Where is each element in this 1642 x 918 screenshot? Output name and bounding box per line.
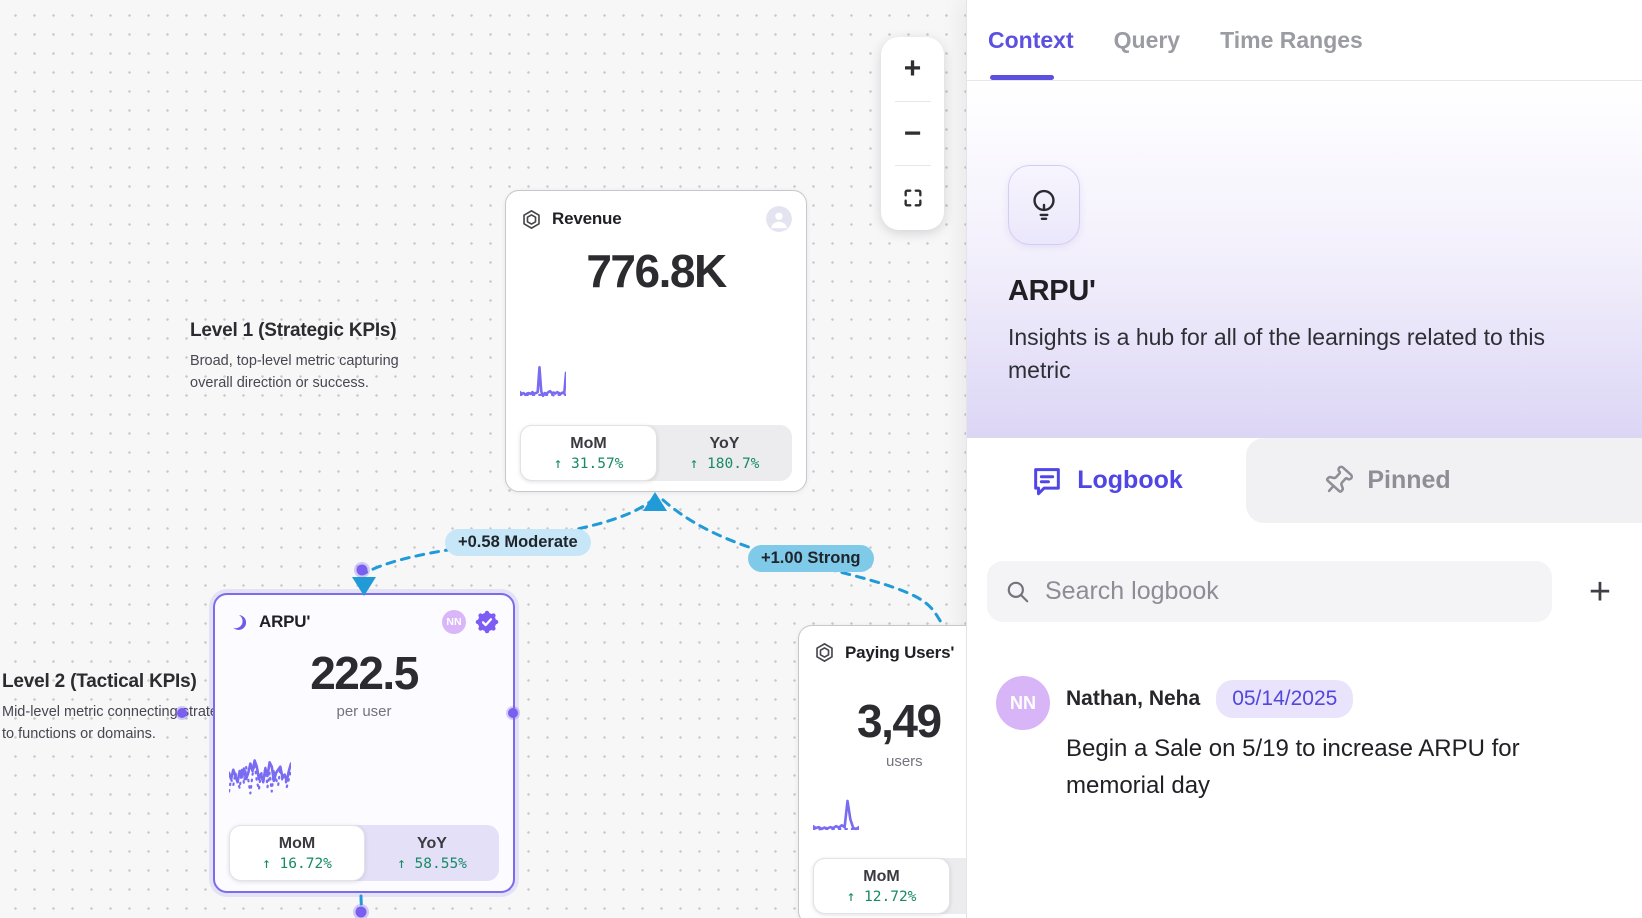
search-logbook-field[interactable]: [987, 561, 1552, 622]
metric-card-arpu[interactable]: ARPU' NN 222.5 per user MoM ↑ 16.72%: [213, 593, 515, 893]
revenue-value: 776.8K: [586, 245, 727, 297]
metric-card-revenue[interactable]: Revenue 776.8K MoM ↑ 31.57% YoY ↑ 180.7%: [505, 190, 807, 492]
mom-label: MoM: [278, 834, 316, 852]
revenue-footer-toggle: MoM ↑ 31.57% YoY ↑ 180.7%: [520, 425, 792, 481]
annotation-level2-description: Mid-level metric connecting strategy to …: [2, 704, 234, 742]
arrowhead-into-revenue: [643, 492, 667, 511]
paying-users-card-header: Paying Users': [799, 626, 966, 664]
arpu-footer-toggle: MoM ↑ 16.72% YoY ↑ 58.55%: [229, 825, 499, 881]
tab-context-label: Context: [988, 26, 1074, 53]
mom-value: ↑ 12.72%: [846, 888, 917, 905]
entry-text: Begin a Sale on 5/19 to increase ARPU fo…: [1066, 735, 1520, 800]
correlation-label-strong[interactable]: +1.00 Strong: [748, 545, 874, 572]
revenue-yoy-toggle[interactable]: YoY ↑ 180.7%: [657, 425, 792, 481]
revenue-card-title: Revenue: [552, 209, 622, 228]
zoom-controls: + −: [881, 37, 944, 230]
search-logbook-input[interactable]: [1045, 577, 1534, 606]
mom-label: MoM: [863, 867, 900, 885]
subtab-logbook[interactable]: Logbook: [967, 438, 1246, 523]
tab-time-ranges-label: Time Ranges: [1220, 26, 1363, 53]
correlation-label-moderate[interactable]: +0.58 Moderate: [445, 529, 591, 556]
arpu-unit: per user: [336, 703, 392, 720]
revenue-card-header: Revenue: [506, 191, 806, 232]
arpu-card-header: ARPU' NN: [215, 595, 513, 634]
metric-name: ARPU': [1008, 275, 1096, 307]
paying-users-yoy-toggle[interactable]: [950, 858, 966, 914]
tab-query-label: Query: [1113, 26, 1181, 53]
paying-users-card-title: Paying Users': [845, 642, 955, 662]
entry-header: Nathan, Neha 05/14/2025: [1066, 680, 1544, 718]
annotation-level1-description: Broad, top-level metric capturing overal…: [190, 353, 399, 391]
metric-description: Insights is a hub for all of the learnin…: [1008, 324, 1545, 384]
panel-tabs: Context Query Time Ranges: [967, 0, 1642, 81]
arpu-card-title: ARPU': [259, 612, 311, 631]
tab-query[interactable]: Query: [1114, 0, 1180, 80]
arpu-value: 222.5: [310, 647, 419, 699]
annotation-level1: Level 1 (Strategic KPIs) Broad, top-leve…: [190, 320, 435, 395]
annotation-level2: Level 2 (Tactical KPIs) Mid-level metric…: [2, 671, 242, 746]
logbook-icon: [1034, 467, 1061, 495]
canvas[interactable]: Level 1 (Strategic KPIs) Broad, top-leve…: [0, 0, 966, 918]
fullscreen-icon: [903, 189, 922, 207]
paying-users-footer-toggle: MoM ↑ 12.72%: [813, 858, 966, 914]
arpu-mom-toggle[interactable]: MoM ↑ 16.72%: [229, 825, 365, 881]
yoy-value: ↑ 180.7%: [689, 455, 760, 472]
yoy-label: YoY: [709, 434, 740, 452]
mom-label: MoM: [570, 434, 607, 452]
annotation-level1-title: Level 1 (Strategic KPIs): [190, 320, 397, 341]
paying-users-value: 3,49: [857, 695, 942, 747]
subtab-pinned[interactable]: Pinned: [1246, 438, 1642, 523]
annotation-level2-title: Level 2 (Tactical KPIs): [2, 671, 197, 692]
divider: [894, 100, 931, 102]
crescent-moon-icon: [229, 613, 247, 630]
paying-users-unit: users: [886, 753, 923, 770]
search-icon: [1007, 581, 1029, 602]
hexagon-metric-icon: [523, 209, 540, 229]
entry-author-name: Nathan, Neha: [1066, 687, 1201, 710]
zoom-out-button[interactable]: −: [903, 116, 922, 150]
metric-hero: ARPU' Insights is a hub for all of the l…: [967, 81, 1642, 438]
insight-tile: [1008, 165, 1080, 245]
paying-users-mom-toggle[interactable]: MoM ↑ 12.72%: [813, 858, 950, 914]
pin-icon: [1326, 465, 1354, 493]
collaborator-avatar: NN: [442, 610, 466, 634]
lightbulb-icon: [1033, 189, 1055, 221]
divider: [894, 165, 931, 167]
revenue-mom-toggle[interactable]: MoM ↑ 31.57%: [520, 425, 657, 481]
entry-body: Nathan, Neha 05/14/2025 Begin a Sale on …: [1066, 676, 1544, 804]
yoy-label: YoY: [417, 834, 447, 852]
owner-avatar-icon: [766, 206, 792, 232]
paying-users-sparkline: [813, 794, 859, 840]
arpu-sparkline: [229, 745, 291, 807]
tab-time-ranges[interactable]: Time Ranges: [1220, 0, 1363, 80]
mom-value: ↑ 31.57%: [553, 455, 624, 472]
logbook-toolbar: +: [987, 561, 1622, 622]
entry-author-avatar: NN: [996, 676, 1050, 730]
mom-value: ↑ 16.72%: [262, 855, 332, 872]
yoy-value: ↑ 58.55%: [397, 855, 467, 872]
subtab-pinned-label: Pinned: [1367, 466, 1451, 494]
logbook-entry[interactable]: NN Nathan, Neha 05/14/2025 Begin a Sale …: [996, 676, 1614, 804]
zoom-in-button[interactable]: +: [903, 51, 922, 85]
verified-badge-icon: [475, 610, 499, 634]
hexagon-metric-icon: [816, 643, 833, 662]
entry-date-badge: 05/14/2025: [1216, 680, 1354, 718]
context-panel: Context Query Time Ranges ARPU' Insights…: [966, 0, 1642, 918]
add-log-entry-button[interactable]: +: [1588, 570, 1612, 613]
active-tab-indicator: [990, 75, 1054, 80]
logbook-subtabs: Logbook Pinned: [967, 438, 1642, 523]
metric-card-paying-users[interactable]: Paying Users' 3,49 users MoM ↑ 12.72%: [798, 625, 966, 918]
arpu-yoy-toggle[interactable]: YoY ↑ 58.55%: [365, 825, 499, 881]
revenue-sparkline: [520, 359, 566, 405]
subtab-logbook-label: Logbook: [1077, 466, 1183, 494]
fit-view-button[interactable]: [881, 166, 944, 230]
tab-context[interactable]: Context: [988, 0, 1074, 80]
